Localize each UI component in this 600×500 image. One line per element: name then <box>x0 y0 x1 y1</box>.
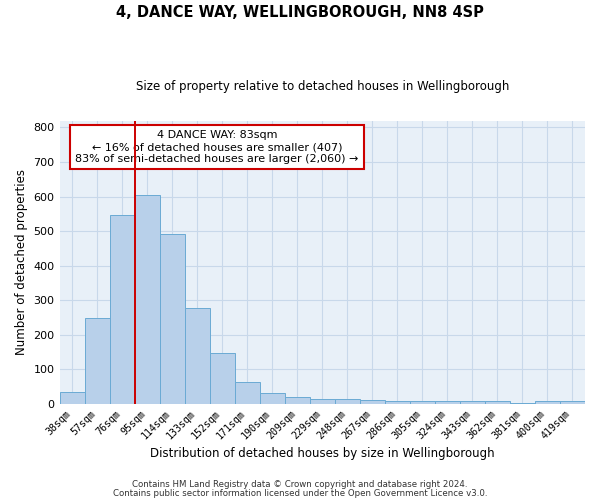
Bar <box>235 382 260 404</box>
Y-axis label: Number of detached properties: Number of detached properties <box>15 170 28 356</box>
Text: 4 DANCE WAY: 83sqm
← 16% of detached houses are smaller (407)
83% of semi-detach: 4 DANCE WAY: 83sqm ← 16% of detached hou… <box>76 130 359 164</box>
Bar <box>385 400 410 404</box>
Bar <box>185 308 209 404</box>
Text: 4, DANCE WAY, WELLINGBOROUGH, NN8 4SP: 4, DANCE WAY, WELLINGBOROUGH, NN8 4SP <box>116 5 484 20</box>
Bar <box>209 353 235 404</box>
Bar <box>460 402 485 404</box>
Bar <box>560 402 585 404</box>
Bar <box>110 214 134 404</box>
Bar <box>260 393 285 404</box>
Bar <box>535 402 560 404</box>
X-axis label: Distribution of detached houses by size in Wellingborough: Distribution of detached houses by size … <box>150 447 494 460</box>
Bar <box>310 399 335 404</box>
Bar <box>410 400 435 404</box>
Bar <box>160 234 185 404</box>
Bar <box>335 399 360 404</box>
Text: Contains HM Land Registry data © Crown copyright and database right 2024.: Contains HM Land Registry data © Crown c… <box>132 480 468 489</box>
Bar <box>485 402 510 404</box>
Bar <box>360 400 385 404</box>
Text: Contains public sector information licensed under the Open Government Licence v3: Contains public sector information licen… <box>113 489 487 498</box>
Bar <box>59 392 85 404</box>
Bar <box>435 400 460 404</box>
Bar <box>285 397 310 404</box>
Bar <box>85 318 110 404</box>
Bar <box>134 195 160 404</box>
Title: Size of property relative to detached houses in Wellingborough: Size of property relative to detached ho… <box>136 80 509 93</box>
